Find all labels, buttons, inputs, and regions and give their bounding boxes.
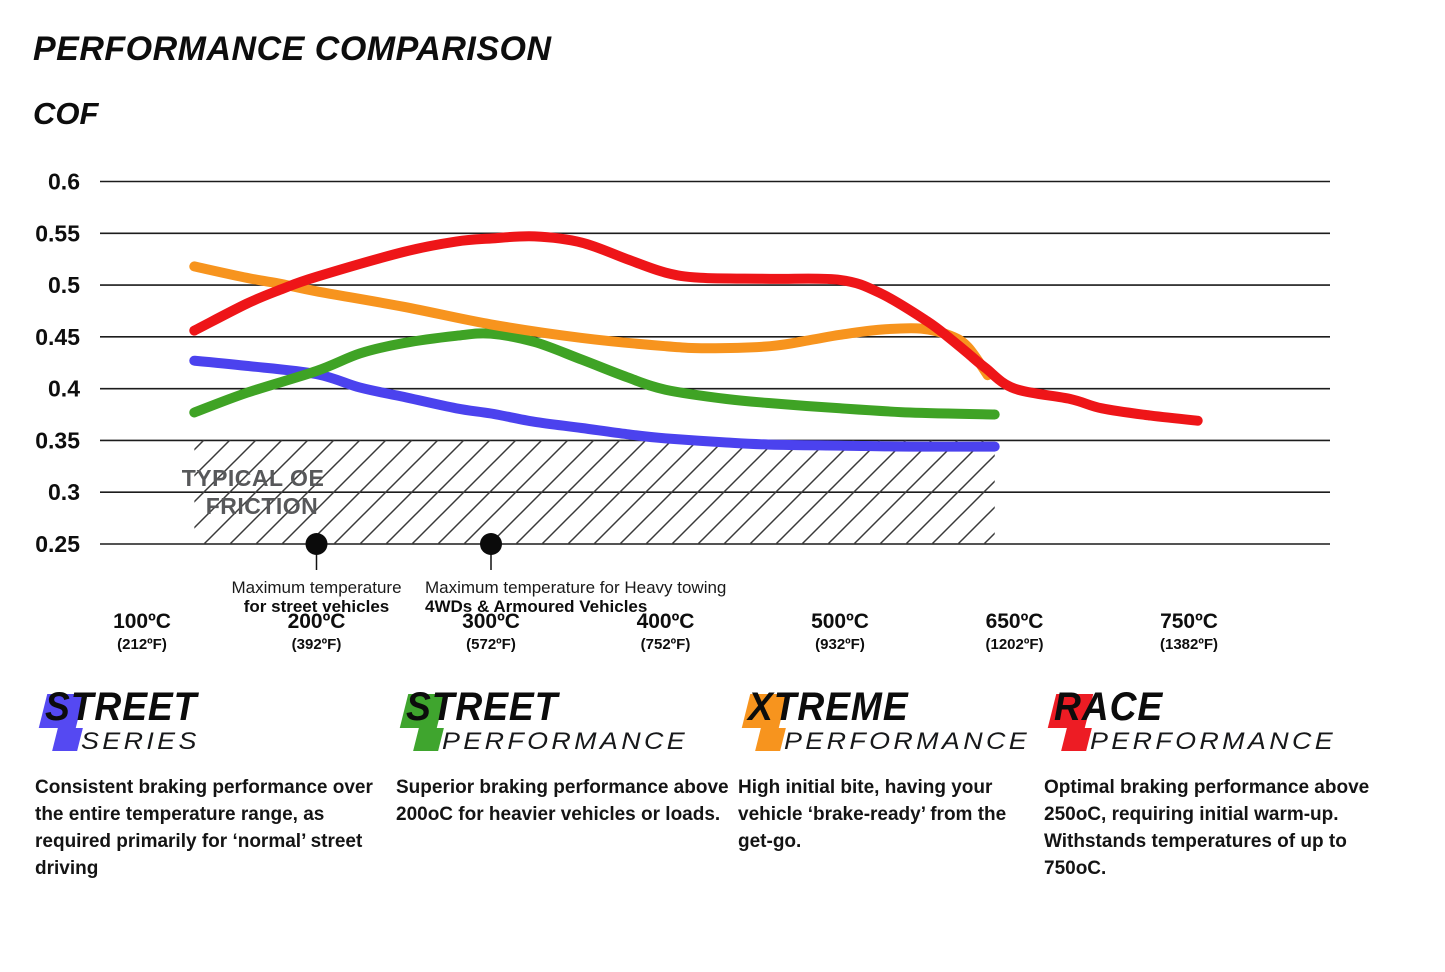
y-tick-label: 0.6	[48, 169, 80, 195]
logo-word-main: RACE	[1054, 685, 1164, 729]
y-tick-label: 0.4	[48, 376, 80, 402]
max-temperature-marker	[305, 532, 328, 555]
legend-item-street-series: STREET SERIES Consistent braking perform…	[35, 685, 385, 882]
street-performance-logo: STREET PERFORMANCE	[396, 685, 746, 762]
annotation-text: Maximum temperature	[231, 578, 401, 597]
series-line-street-series	[189, 355, 1000, 452]
street-series-logo: STREET SERIES	[35, 685, 385, 762]
y-tick-label: 0.3	[48, 479, 80, 505]
legend-item-xtreme-performance: XTREME PERFORMANCE High initial bite, ha…	[738, 685, 1038, 855]
typical-oe-friction-region	[194, 440, 995, 544]
legend-description: Optimal braking performance above 250oC,…	[1044, 777, 1370, 879]
series-line-street-performance	[189, 328, 1000, 420]
page-title: PERFORMANCE COMPARISON	[33, 30, 552, 68]
x-tick-label-c: 300ºC	[462, 610, 520, 633]
annotation-text-bold: for street vehicles	[244, 597, 390, 616]
x-tick-label-f: (1382ºF)	[1160, 636, 1218, 653]
series-line-xtreme-performance	[189, 261, 993, 381]
max-temperature-marker	[480, 532, 502, 555]
cof-line-chart: 0.6 0.55 0.5 0.45 0.4 0.35 0.3 0.25 TYPICAL OE FR…	[0, 150, 1445, 680]
legend-item-race-performance: RACE PERFORMANCE Optimal braking perform…	[1044, 685, 1379, 882]
logo-word-main: STREET	[45, 685, 198, 729]
logo-word-sub: PERFORMANCE	[784, 728, 1031, 755]
x-tick-label-c: 500ºC	[811, 610, 869, 633]
y-tick-label: 0.55	[35, 220, 80, 246]
y-tick-label: 0.45	[35, 324, 80, 350]
logo-word-main: STREET	[406, 685, 559, 729]
x-tick-label-c: 100ºC	[113, 610, 171, 633]
x-tick-label-f: (932ºF)	[815, 636, 865, 653]
x-tick-label-f: (752ºF)	[641, 636, 691, 653]
x-tick-label-f: (392ºF)	[292, 636, 342, 653]
x-tick-label-f: (212ºF)	[117, 636, 167, 653]
annotation-text: Maximum temperature for Heavy towing	[425, 578, 726, 597]
logo-word-sub: PERFORMANCE	[1090, 728, 1337, 755]
annotation-text-bold: 4WDs & Armoured Vehicles	[425, 597, 647, 616]
x-tick-label-c: 400ºC	[637, 610, 695, 633]
legend-description: Consistent braking performance over the …	[35, 777, 373, 879]
legend-description: High initial bite, having your vehicle ‘…	[738, 777, 1007, 852]
oe-region-label: FRICTION	[206, 493, 319, 519]
logo-color-block-tail	[1061, 728, 1092, 751]
x-tick-label-c: 200ºC	[288, 610, 346, 633]
logo-word-sub: PERFORMANCE	[442, 728, 689, 755]
legend-item-street-performance: STREET PERFORMANCE Superior braking perf…	[396, 685, 746, 828]
logo-color-block-tail	[52, 728, 83, 751]
logo-word-sub: SERIES	[81, 728, 200, 755]
y-tick-label: 0.35	[35, 427, 80, 453]
xtreme-performance-logo: XTREME PERFORMANCE	[738, 685, 1038, 762]
x-tick-label-c: 750ºC	[1160, 610, 1218, 633]
legend-description: Superior braking performance above 200oC…	[396, 777, 729, 825]
x-tick-label-f: (572ºF)	[466, 636, 516, 653]
logo-color-block-tail	[755, 728, 786, 751]
oe-region-label: TYPICAL OE	[182, 465, 325, 491]
chart-canvas: 0.6 0.55 0.5 0.45 0.4 0.35 0.3 0.25 TYPICAL OEFR…	[35, 169, 1330, 653]
x-tick-label-f: (1202ºF)	[985, 636, 1043, 653]
race-performance-logo: RACE PERFORMANCE	[1044, 685, 1379, 762]
series-line-race-performance	[189, 231, 1203, 426]
x-tick-label-c: 650ºC	[986, 610, 1044, 633]
y-tick-label: 0.25	[35, 531, 80, 557]
y-axis-title: COF	[33, 96, 99, 131]
logo-color-block-tail	[413, 728, 444, 751]
y-tick-label: 0.5	[48, 272, 80, 298]
logo-word-main: XTREME	[748, 685, 909, 729]
